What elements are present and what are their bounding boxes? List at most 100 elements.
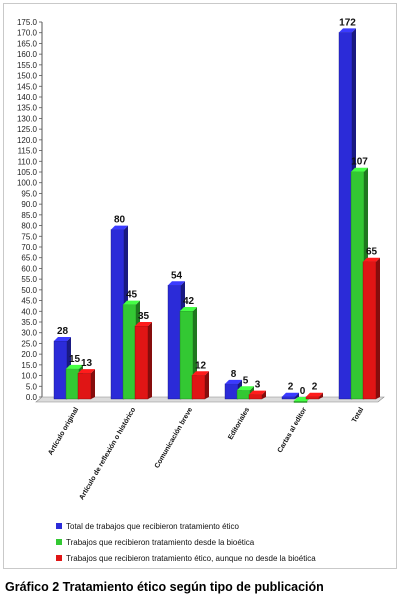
y-tick-label: 75.0 bbox=[21, 232, 37, 241]
y-tick-label: 90.0 bbox=[21, 200, 37, 209]
y-tick-label: 175.0 bbox=[17, 18, 38, 27]
y-tick-label: 150.0 bbox=[17, 72, 38, 81]
y-tick-label: 100.0 bbox=[17, 179, 38, 188]
bar-front bbox=[248, 394, 263, 400]
y-tick-label: 15.0 bbox=[21, 361, 37, 370]
x-tick-label: Comunicación breve bbox=[154, 406, 195, 469]
legend-label: Total de trabajos que recibieron tratami… bbox=[66, 521, 239, 531]
bar-front bbox=[281, 396, 296, 400]
y-tick-label: 55.0 bbox=[21, 275, 37, 284]
bars bbox=[53, 28, 380, 403]
bar-top bbox=[306, 392, 323, 397]
chart-frame bbox=[3, 3, 397, 569]
data-label: 80 bbox=[114, 215, 126, 226]
y-tick-label: 120.0 bbox=[17, 136, 38, 145]
y-tick-label: 80.0 bbox=[21, 222, 37, 231]
y-tick-label: 170.0 bbox=[17, 29, 38, 38]
data-label: 42 bbox=[183, 296, 195, 307]
bar-side bbox=[319, 392, 323, 399]
data-label: 0 bbox=[300, 386, 306, 397]
data-label: 5 bbox=[243, 375, 249, 386]
data-label: 8 bbox=[231, 369, 237, 380]
y-tick-label: 125.0 bbox=[17, 125, 38, 134]
bar-side bbox=[376, 257, 380, 399]
data-label: 172 bbox=[339, 17, 356, 28]
bar-side bbox=[205, 371, 209, 399]
legend: Total de trabajos que recibieron tratami… bbox=[56, 518, 392, 566]
y-tick-label: 160.0 bbox=[17, 50, 38, 59]
bar-front bbox=[362, 261, 377, 400]
x-tick-label: Artículo original bbox=[47, 406, 80, 456]
y-tick-label: 70.0 bbox=[21, 243, 37, 252]
bar bbox=[281, 392, 299, 400]
y-tick-label: 145.0 bbox=[17, 82, 38, 91]
legend-label: Trabajos que recibieron tratamiento étic… bbox=[66, 553, 316, 563]
bar-side bbox=[148, 322, 152, 399]
data-label: 65 bbox=[366, 247, 378, 258]
y-tick-label: 105.0 bbox=[17, 168, 38, 177]
legend-swatch-series-1 bbox=[56, 523, 62, 529]
y-axis: 0.0 5.010.0 15.0 20.0 25.030.0 35.0 40.045.0 50… bbox=[17, 18, 43, 402]
bar-top bbox=[351, 167, 368, 172]
y-tick-label: 130.0 bbox=[17, 114, 38, 123]
bar-top bbox=[111, 225, 128, 230]
bar-front bbox=[167, 285, 182, 400]
bar-top bbox=[225, 379, 242, 384]
bar-top bbox=[123, 300, 140, 305]
x-tick-label: Cartas al editor bbox=[277, 406, 309, 454]
y-tick-label: 10.0 bbox=[21, 372, 37, 381]
y-tick-label: 50.0 bbox=[21, 286, 37, 295]
data-label: 54 bbox=[171, 270, 183, 281]
data-label: 15 bbox=[69, 354, 81, 365]
bar-top bbox=[237, 386, 254, 391]
bar bbox=[134, 322, 152, 400]
bar-front bbox=[305, 396, 320, 400]
bar-front bbox=[65, 368, 80, 400]
bar bbox=[191, 371, 209, 400]
y-tick-label: 60.0 bbox=[21, 264, 37, 273]
bar-front bbox=[293, 400, 308, 403]
bar-top bbox=[339, 28, 356, 33]
bar bbox=[248, 390, 266, 400]
data-label: 35 bbox=[138, 311, 150, 322]
bar bbox=[305, 392, 323, 400]
data-label: 3 bbox=[255, 380, 261, 391]
y-tick-label: 95.0 bbox=[21, 189, 37, 198]
bar-top bbox=[54, 337, 71, 341]
y-tick-label: 25.0 bbox=[21, 339, 37, 348]
y-tick-label: 65.0 bbox=[21, 254, 37, 263]
bar-front bbox=[179, 310, 194, 400]
legend-label: Trabajos que recibieron tratamiento desd… bbox=[66, 537, 255, 547]
bar-top bbox=[249, 390, 266, 395]
y-tick-label: 45.0 bbox=[21, 297, 37, 306]
bar-top bbox=[363, 257, 380, 262]
bar-top bbox=[135, 322, 152, 326]
bar bbox=[362, 257, 380, 400]
y-tick-label: 165.0 bbox=[17, 39, 38, 48]
bar-front bbox=[224, 383, 239, 400]
bar-top bbox=[180, 307, 197, 311]
bar-front bbox=[134, 325, 149, 400]
bar bbox=[77, 369, 95, 400]
bar-top bbox=[192, 371, 209, 376]
data-label: 28 bbox=[57, 326, 69, 337]
y-tick-label: 110.0 bbox=[18, 157, 38, 166]
y-tick-label: 40.0 bbox=[21, 307, 37, 316]
bar-front bbox=[122, 304, 137, 400]
legend-item: Total de trabajos que recibieron tratami… bbox=[56, 518, 392, 534]
y-tick-label: 30.0 bbox=[21, 329, 37, 338]
y-tick-label: 155.0 bbox=[17, 61, 38, 70]
legend-swatch-series-2 bbox=[56, 539, 62, 545]
y-tick-label: 0.0 bbox=[26, 393, 38, 402]
y-tick-label: 85.0 bbox=[21, 211, 37, 220]
bar-front bbox=[236, 390, 251, 400]
bar-front bbox=[338, 32, 353, 400]
data-label: 45 bbox=[126, 290, 138, 301]
legend-item: Trabajos que recibieron tratamiento desd… bbox=[56, 534, 392, 550]
data-label: 13 bbox=[81, 358, 93, 369]
legend-item: Trabajos que recibieron tratamiento étic… bbox=[56, 550, 392, 566]
legend-swatch-series-3 bbox=[56, 555, 62, 561]
bar-top bbox=[78, 369, 95, 374]
